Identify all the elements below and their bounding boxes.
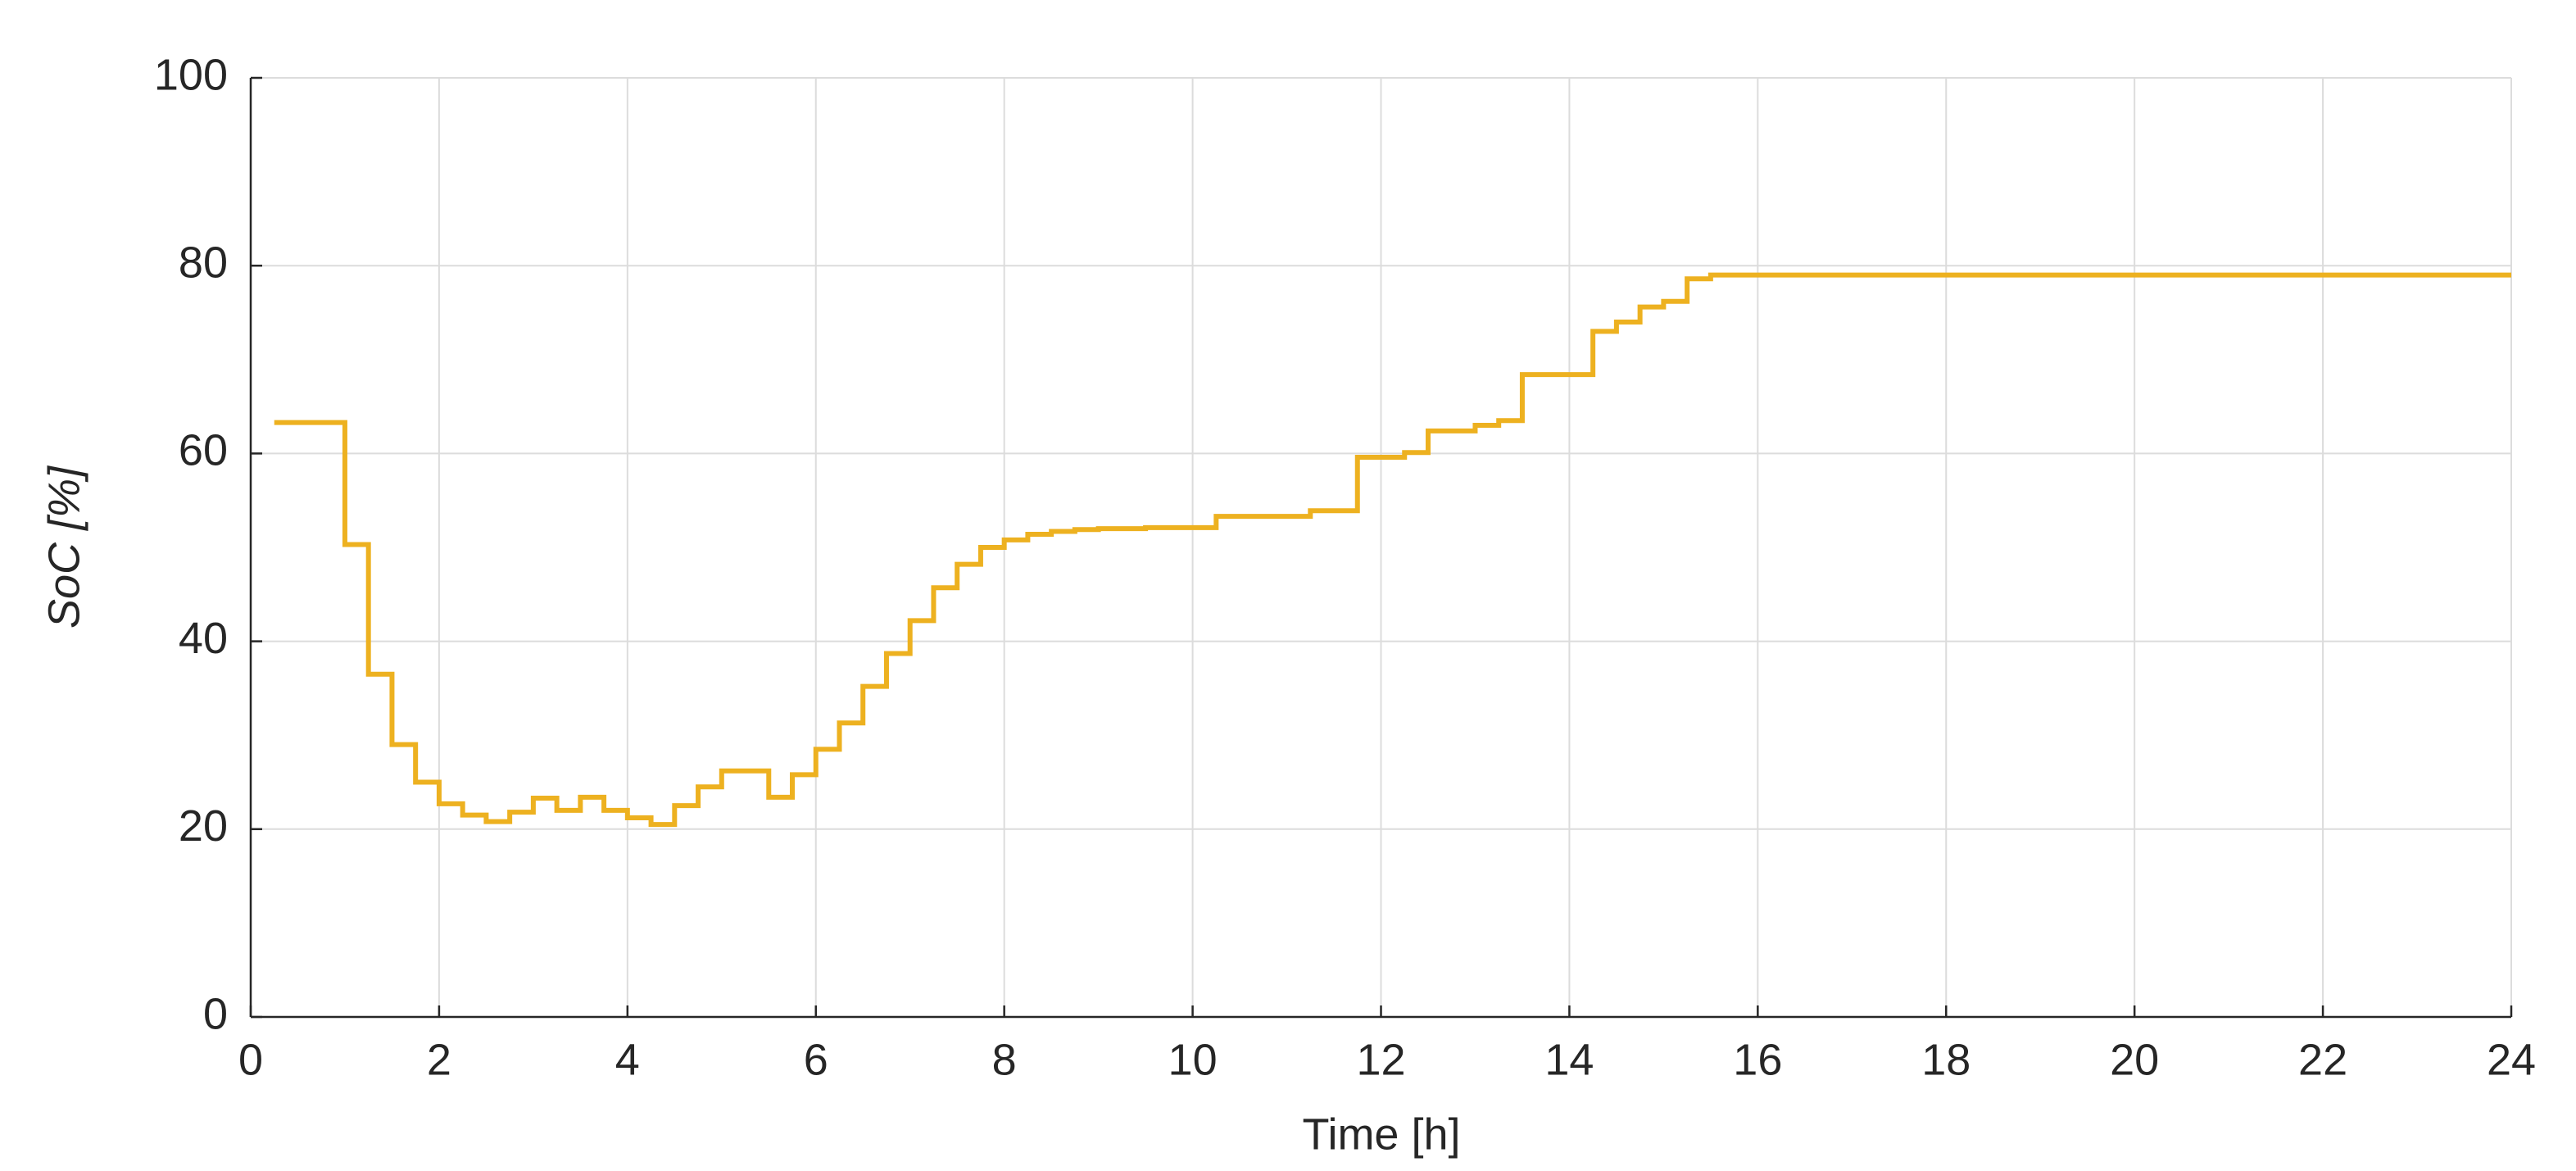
y-tick-label: 60 [179, 426, 228, 475]
x-tick-label: 0 [238, 1035, 263, 1084]
x-tick-label: 18 [1921, 1035, 1971, 1084]
y-tick-label: 0 [203, 989, 228, 1038]
x-tick-label: 20 [2110, 1035, 2159, 1084]
x-tick-label: 24 [2487, 1035, 2536, 1084]
x-tick-label: 12 [1356, 1035, 1405, 1084]
x-tick-label: 10 [1168, 1035, 1218, 1084]
x-tick-label: 2 [427, 1035, 451, 1084]
y-axis-label: SoC [%] [39, 465, 88, 629]
x-tick-label: 6 [804, 1035, 828, 1084]
x-tick-label: 4 [615, 1035, 640, 1084]
y-tick-label: 20 [179, 801, 228, 851]
y-tick-label: 40 [179, 614, 228, 663]
x-tick-label: 8 [992, 1035, 1017, 1084]
x-tick-label: 22 [2298, 1035, 2347, 1084]
y-tick-label: 80 [179, 238, 228, 287]
data-line [274, 272, 2511, 828]
x-tick-label: 16 [1733, 1035, 1782, 1084]
y-tick-label: 100 [154, 50, 228, 99]
x-tick-label: 14 [1544, 1035, 1594, 1084]
x-axis-label: Time [h] [1302, 1110, 1460, 1159]
